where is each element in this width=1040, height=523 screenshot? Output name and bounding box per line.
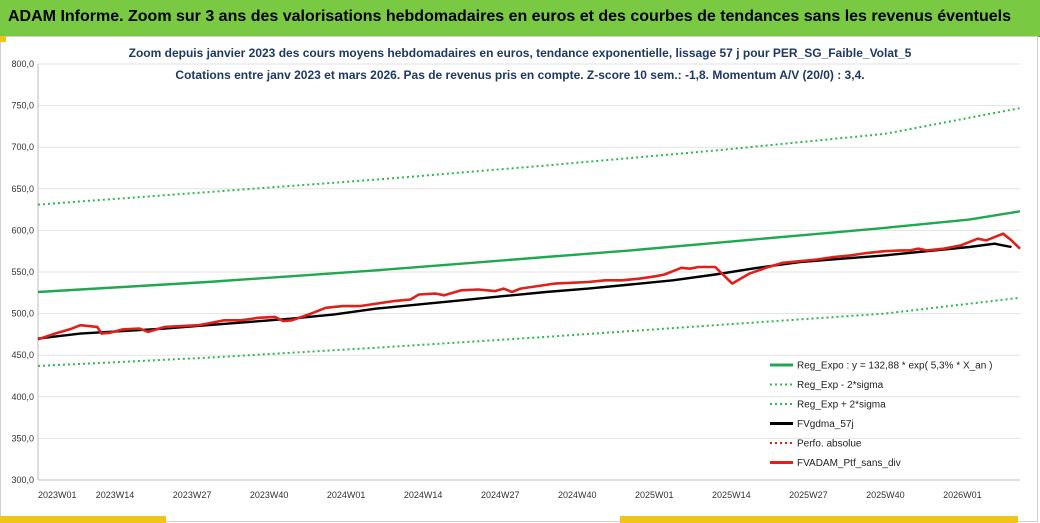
- y-tick-label: 450,0: [11, 350, 34, 360]
- series-line: [37, 242, 1012, 340]
- y-tick-label: 600,0: [11, 225, 34, 235]
- legend-entry: FVADAM_Ptf_sans_div: [797, 458, 901, 469]
- series-line: [37, 210, 1021, 294]
- x-tick-label: 2023W01: [38, 490, 77, 500]
- x-tick-label: 2023W40: [250, 490, 289, 500]
- y-tick-label: 650,0: [11, 184, 34, 194]
- x-tick-label: 2023W14: [96, 490, 135, 500]
- x-tick-label: 2025W14: [712, 490, 751, 500]
- x-tick-label: 2026W01: [943, 490, 982, 500]
- x-tick-label: 2024W40: [558, 490, 597, 500]
- y-tick-label: 300,0: [11, 475, 34, 485]
- legend: Reg_Expo : y = 132,88 * exp( 5,3% * X_an…: [770, 361, 992, 469]
- bottom-right-accent: [620, 516, 1018, 523]
- chart-subtitle-line2: Cotations entre janv 2023 et mars 2026. …: [175, 68, 865, 82]
- y-tick-label: 800,0: [11, 59, 34, 69]
- legend-entry: Reg_Exp - 2*sigma: [797, 380, 884, 391]
- bottom-left-accent: [0, 516, 166, 523]
- legend-entry: Reg_Exp + 2*sigma: [797, 400, 886, 411]
- series-line: [37, 232, 1021, 341]
- x-tick-label: 2025W40: [866, 490, 905, 500]
- x-tick-label: 2024W14: [404, 490, 443, 500]
- y-tick-label: 350,0: [11, 433, 34, 443]
- chart-frame: [0, 36, 1038, 522]
- chart-subtitle-line1: Zoom depuis janvier 2023 des cours moyen…: [128, 46, 912, 60]
- x-tick-label: 2024W01: [327, 490, 366, 500]
- y-axis: 300,0 350,0 400,0 450,0 500,0 550,0 600,0 650,0…: [11, 59, 39, 485]
- x-tick-label: 2025W27: [789, 490, 828, 500]
- corner-accent: [0, 36, 6, 42]
- x-tick-label: 2024W27: [481, 490, 520, 500]
- y-tick-label: 700,0: [11, 142, 34, 152]
- x-tick-label: 2023W27: [173, 490, 212, 500]
- header-banner: ADAM Informe. Zoom sur 3 ans des valoris…: [0, 0, 1040, 37]
- grid-lines: [38, 63, 1020, 481]
- page-title: ADAM Informe. Zoom sur 3 ans des valoris…: [8, 8, 1011, 25]
- legend-entry: FVgdma_57j: [797, 419, 854, 430]
- x-tick-label: 2025W01: [635, 490, 674, 500]
- series-line: [37, 107, 1021, 206]
- series-line: [37, 296, 1021, 367]
- legend-entry: Perfo. absolue: [797, 439, 862, 450]
- y-tick-label: 400,0: [11, 392, 34, 402]
- y-tick-label: 750,0: [11, 101, 34, 111]
- y-tick-label: 550,0: [11, 267, 34, 277]
- series-lines: [37, 107, 1021, 367]
- legend-entry: Reg_Expo : y = 132,88 * exp( 5,3% * X_an…: [797, 361, 992, 372]
- x-axis: 2023W01 2023W14 2023W27 2023W40 2024W01 2024W…: [38, 479, 1020, 500]
- y-tick-label: 500,0: [11, 309, 34, 319]
